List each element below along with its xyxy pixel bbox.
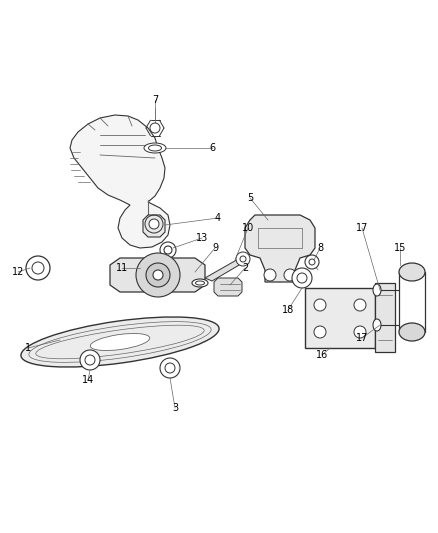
Text: 2: 2 <box>242 263 248 273</box>
Text: 14: 14 <box>82 375 94 385</box>
Circle shape <box>305 255 319 269</box>
Text: 3: 3 <box>172 403 178 413</box>
Circle shape <box>292 268 312 288</box>
Ellipse shape <box>144 143 166 153</box>
Text: 6: 6 <box>209 143 215 153</box>
Text: 10: 10 <box>242 223 254 233</box>
Circle shape <box>354 326 366 338</box>
Text: 1: 1 <box>25 343 31 353</box>
Circle shape <box>284 269 296 281</box>
Text: 15: 15 <box>394 243 406 253</box>
Text: 11: 11 <box>116 263 128 273</box>
Circle shape <box>150 123 160 133</box>
Text: 9: 9 <box>212 243 218 253</box>
Polygon shape <box>214 278 242 296</box>
Circle shape <box>80 350 100 370</box>
Circle shape <box>236 252 250 266</box>
Circle shape <box>309 259 315 265</box>
Circle shape <box>314 299 326 311</box>
Circle shape <box>160 242 176 258</box>
Circle shape <box>240 256 246 262</box>
Circle shape <box>26 256 50 280</box>
Circle shape <box>153 270 163 280</box>
Polygon shape <box>375 283 395 352</box>
Circle shape <box>297 273 307 283</box>
Ellipse shape <box>399 323 425 341</box>
Ellipse shape <box>399 263 425 281</box>
Text: 16: 16 <box>316 350 328 360</box>
Circle shape <box>85 355 95 365</box>
Circle shape <box>136 253 180 297</box>
Text: 8: 8 <box>317 243 323 253</box>
Text: 13: 13 <box>196 233 208 243</box>
Text: 17: 17 <box>356 223 368 233</box>
Polygon shape <box>143 215 165 237</box>
Text: 12: 12 <box>12 267 24 277</box>
Text: 18: 18 <box>282 305 294 315</box>
Circle shape <box>165 363 175 373</box>
Circle shape <box>314 326 326 338</box>
Circle shape <box>264 269 276 281</box>
Ellipse shape <box>21 317 219 367</box>
Ellipse shape <box>373 319 381 331</box>
Ellipse shape <box>148 145 162 151</box>
Circle shape <box>32 262 44 274</box>
Ellipse shape <box>195 281 205 285</box>
Text: 4: 4 <box>215 213 221 223</box>
Ellipse shape <box>192 279 208 287</box>
Text: 7: 7 <box>152 95 158 105</box>
Circle shape <box>146 263 170 287</box>
Polygon shape <box>305 288 375 348</box>
Text: 17: 17 <box>356 333 368 343</box>
Circle shape <box>164 246 172 254</box>
Circle shape <box>149 219 159 229</box>
Circle shape <box>354 299 366 311</box>
Polygon shape <box>70 115 170 248</box>
Ellipse shape <box>90 334 150 351</box>
Polygon shape <box>205 258 246 281</box>
Text: 5: 5 <box>247 193 253 203</box>
Ellipse shape <box>373 284 381 296</box>
Circle shape <box>160 358 180 378</box>
Polygon shape <box>110 258 205 292</box>
Polygon shape <box>245 215 315 282</box>
